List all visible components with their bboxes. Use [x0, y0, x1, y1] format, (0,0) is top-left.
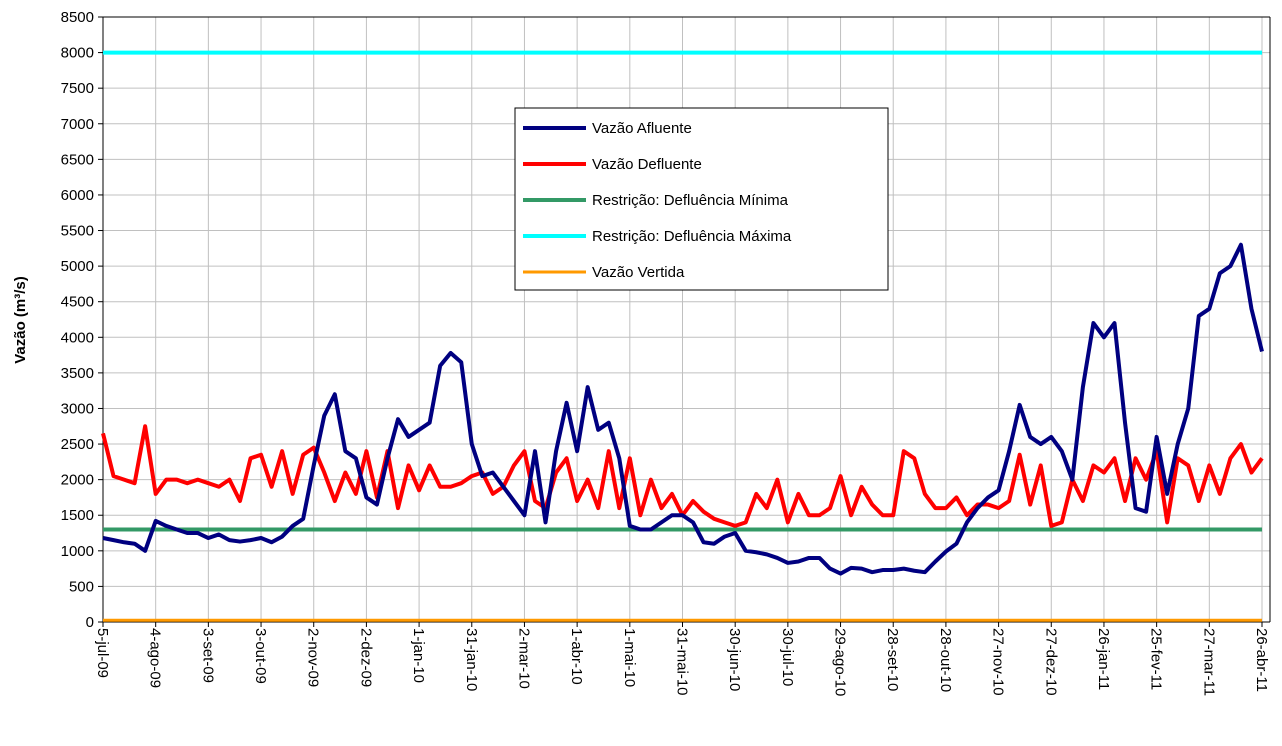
legend-label: Restrição: Defluência Mínima: [592, 192, 789, 209]
x-tick-label: 27-dez-10: [1042, 628, 1059, 696]
x-tick-label: 27-mar-11: [1200, 628, 1217, 696]
x-tick-label: 31-mai-10: [674, 628, 691, 696]
y-tick-label: 7000: [61, 116, 94, 133]
y-tick-label: 2000: [61, 472, 94, 489]
y-tick-label: 6000: [61, 187, 94, 204]
y-tick-label: 4500: [61, 294, 94, 311]
x-tick-label: 3-set-09: [199, 628, 216, 683]
y-tick-label: 5500: [61, 223, 94, 240]
x-tick-label: 29-ago-10: [832, 628, 849, 696]
x-tick-label: 30-jun-10: [726, 628, 743, 691]
x-tick-label: 25-fev-11: [1148, 628, 1165, 690]
x-tick-label: 2-mar-10: [515, 628, 532, 689]
y-tick-label: 3000: [61, 400, 94, 417]
y-tick-label: 1500: [61, 507, 94, 524]
x-tick-label: 28-out-10: [937, 628, 954, 692]
y-axis-label: Vazão (m³/s): [12, 276, 29, 364]
x-tick-label: 31-jan-10: [463, 628, 480, 691]
x-tick-label: 2-nov-09: [305, 628, 322, 687]
x-tick-label: 5-jul-09: [94, 628, 111, 678]
x-tick-label: 1-abr-10: [568, 628, 585, 685]
y-tick-label: 500: [69, 578, 94, 595]
y-tick-label: 8000: [61, 45, 94, 62]
x-tick-label: 1-mai-10: [621, 628, 638, 687]
x-tick-label: 3-out-09: [252, 628, 269, 684]
legend-label: Vazão Afluente: [592, 120, 692, 137]
x-tick-label: 4-ago-09: [147, 628, 164, 688]
y-tick-label: 4000: [61, 329, 94, 346]
y-tick-label: 0: [86, 614, 94, 631]
x-tick-label: 30-jul-10: [779, 628, 796, 686]
legend-label: Vazão Defluente: [592, 156, 702, 173]
y-tick-label: 7500: [61, 80, 94, 97]
y-tick-label: 5000: [61, 258, 94, 275]
x-tick-label: 1-jan-10: [410, 628, 427, 683]
legend-label: Restrição: Defluência Máxima: [592, 228, 792, 245]
y-tick-label: 6500: [61, 151, 94, 168]
legend-label: Vazão Vertida: [592, 264, 685, 281]
y-tick-label: 8500: [61, 9, 94, 26]
series-line: [102, 242, 1264, 576]
x-tick-label: 27-nov-10: [990, 628, 1007, 696]
x-tick-label: 28-set-10: [884, 628, 901, 691]
x-tick-label: 2-dez-09: [357, 628, 374, 687]
x-tick-label: 26-abr-11: [1253, 628, 1270, 692]
y-tick-label: 1000: [61, 543, 94, 560]
x-tick-label: 26-jan-11: [1095, 628, 1112, 690]
y-tick-label: 2500: [61, 436, 94, 453]
y-tick-label: 3500: [61, 365, 94, 382]
